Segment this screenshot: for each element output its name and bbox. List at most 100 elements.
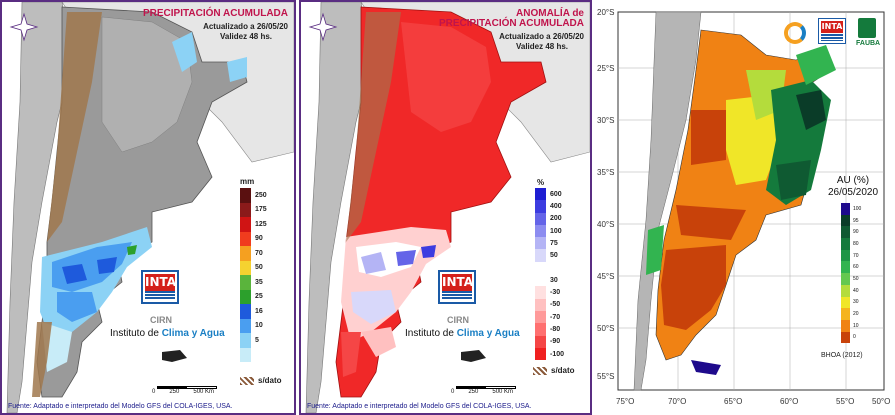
y-tick-35: 35°S bbox=[597, 168, 615, 177]
legend-entry: -90 bbox=[535, 335, 564, 348]
scale-250: 250 bbox=[468, 389, 479, 395]
legend-entry: -30 bbox=[535, 286, 564, 299]
legend-entry: 100 bbox=[535, 224, 564, 238]
institute-bold: Clima y Agua bbox=[456, 328, 520, 339]
legend-swatch bbox=[841, 284, 850, 297]
legend-entry: -100 bbox=[535, 347, 564, 361]
legend-swatch bbox=[535, 310, 546, 324]
sdato-legend: s/dato bbox=[533, 366, 575, 375]
au-title-line1: AU (%) bbox=[836, 175, 870, 186]
legend-swatch bbox=[841, 214, 850, 227]
fauba-label: FAUBA bbox=[856, 40, 881, 47]
legend-entry: 50 bbox=[841, 273, 861, 285]
legend-label: 100 bbox=[550, 227, 562, 235]
legend-swatch bbox=[535, 286, 546, 299]
legend-swatch bbox=[240, 289, 251, 304]
legend-entry bbox=[240, 347, 267, 362]
inta-logo: INTA bbox=[438, 270, 476, 304]
legend-entry: 30 bbox=[841, 296, 861, 309]
legend-label: 125 bbox=[255, 220, 267, 228]
inta-logo: INTA bbox=[141, 270, 179, 304]
legend-entry: 400 bbox=[535, 200, 564, 213]
legend-entry: -70 bbox=[535, 310, 564, 324]
legend-entry: 50 bbox=[535, 249, 564, 262]
legend-entry: 80 bbox=[841, 238, 861, 250]
legend-swatch bbox=[535, 347, 546, 361]
soil-water-map bbox=[617, 11, 885, 391]
legend-swatch bbox=[841, 261, 850, 274]
legend-swatch bbox=[841, 319, 850, 332]
legend-entry: -50 bbox=[535, 298, 564, 311]
legend-label: 50 bbox=[550, 252, 558, 260]
legend-label: 95 bbox=[853, 217, 859, 224]
legend-entry bbox=[535, 261, 564, 275]
legend-label: 75 bbox=[550, 239, 558, 247]
x-tick-75: 75°O bbox=[616, 397, 635, 406]
legend-label: 70 bbox=[255, 249, 263, 257]
legend-entry: 70 bbox=[240, 246, 267, 261]
legend-swatch bbox=[535, 274, 546, 287]
y-tick-50: 50°S bbox=[597, 324, 615, 333]
legend-entry: 25 bbox=[240, 289, 267, 304]
legend-label: 70 bbox=[853, 252, 859, 259]
legend-swatch bbox=[841, 203, 850, 215]
institute-bold: Clima y Agua bbox=[161, 328, 225, 339]
scale-500: 500 Km bbox=[193, 389, 215, 395]
anomaly-legend: 600 400 200 100 75 50 30 -30 -50 -70 -80 -90 -100 bbox=[535, 188, 564, 361]
legend-swatch bbox=[240, 260, 251, 275]
legend-label: -80 bbox=[550, 325, 561, 333]
legend-swatch bbox=[841, 296, 850, 309]
updated-label: Actualizado a 26/05/20 bbox=[203, 22, 288, 31]
institute-prefix: Instituto de bbox=[405, 328, 457, 339]
legend-label: 30 bbox=[550, 276, 558, 284]
legend-entry: 200 bbox=[535, 212, 564, 225]
y-tick-40: 40°S bbox=[597, 220, 615, 229]
legend-label: 35 bbox=[255, 278, 263, 286]
institute-label: Instituto de Clima y Agua bbox=[405, 328, 520, 339]
legend-entry: 70 bbox=[841, 249, 861, 262]
legend-entry: 60 bbox=[841, 261, 861, 274]
institute-label: Instituto de Clima y Agua bbox=[110, 328, 225, 339]
legend-label: 50 bbox=[853, 275, 859, 282]
scale-500: 500 Km bbox=[492, 389, 514, 395]
source-label: Fuente: Adaptado e interpretado del Mode… bbox=[307, 403, 532, 410]
soil-water-map-panel: 20°S 25°S 30°S 35°S 40°S 45°S 50°S 55°S … bbox=[596, 0, 895, 415]
legend-label: 400 bbox=[550, 202, 562, 210]
bhoa-label: BHOA (2012) bbox=[821, 352, 863, 359]
legend-label: -30 bbox=[550, 289, 561, 297]
legend-entry: -80 bbox=[535, 323, 564, 336]
legend-entry: 20 bbox=[841, 308, 861, 320]
legend-swatch bbox=[240, 333, 251, 348]
cola-logo bbox=[784, 22, 806, 44]
legend-label: 0 bbox=[853, 334, 856, 341]
y-tick-25: 25°S bbox=[597, 64, 615, 73]
scale-250: 250 bbox=[169, 389, 180, 395]
legend-label: 250 bbox=[255, 191, 267, 199]
legend-entry: 5 bbox=[240, 333, 267, 348]
map-title: PRECIPITACIÓN ACUMULADA bbox=[143, 8, 288, 19]
x-tick-60: 60°O bbox=[780, 397, 799, 406]
legend-entry: 90 bbox=[841, 226, 861, 239]
legend-entry: 75 bbox=[535, 237, 564, 250]
legend-label: 100 bbox=[853, 205, 862, 212]
legend-swatch bbox=[240, 217, 251, 232]
legend-label: 25 bbox=[255, 293, 263, 301]
validity-label: Validez 48 hs. bbox=[219, 32, 272, 41]
legend-swatch bbox=[240, 347, 251, 362]
legend-swatch bbox=[240, 231, 251, 246]
inta-logo-stripes bbox=[145, 291, 175, 300]
anomaly-map-panel: ANOMALÍA de PRECIPITACIÓN ACUMULADA Actu… bbox=[299, 0, 592, 415]
precipitation-map-panel: PRECIPITACIÓN ACUMULADA Actualizado a 26… bbox=[0, 0, 296, 415]
scale-0: 0 bbox=[152, 389, 156, 395]
inta-logo-text: INTA bbox=[821, 21, 843, 33]
scale-bar: 0 250 500 Km bbox=[152, 386, 242, 395]
y-tick-55: 55°S bbox=[597, 372, 615, 381]
inta-logo-stripes bbox=[821, 34, 843, 41]
validity-label: Validez 48 hs. bbox=[515, 42, 568, 51]
legend-label: 600 bbox=[550, 190, 562, 198]
legend-swatch bbox=[535, 224, 546, 238]
hatch-swatch bbox=[533, 366, 547, 375]
legend-label: 10 bbox=[255, 322, 263, 330]
legend-swatch bbox=[240, 188, 251, 203]
legend-label: 10 bbox=[853, 322, 859, 329]
